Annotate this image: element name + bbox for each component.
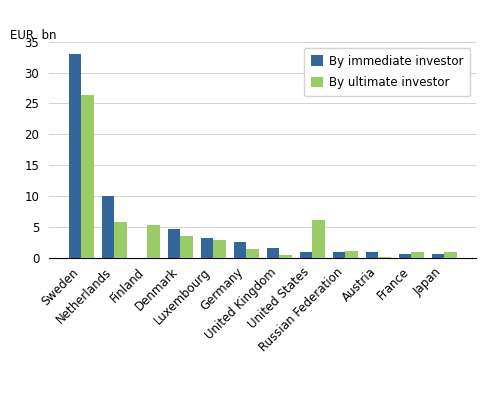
Bar	[114, 222, 127, 258]
Bar	[213, 240, 226, 258]
Bar	[201, 238, 213, 258]
Text: EUR  bn: EUR bn	[10, 29, 56, 42]
Bar	[399, 254, 411, 258]
Bar	[246, 249, 259, 258]
Bar	[147, 225, 160, 258]
Legend: By immediate investor, By ultimate investor: By immediate investor, By ultimate inves…	[304, 47, 470, 96]
Bar	[180, 236, 192, 258]
Bar	[81, 95, 94, 258]
Bar	[312, 220, 325, 258]
Bar	[69, 54, 81, 258]
Bar	[102, 196, 114, 258]
Bar	[167, 230, 180, 258]
Bar	[279, 255, 292, 258]
Bar	[444, 252, 457, 258]
Bar	[267, 248, 279, 258]
Bar	[432, 254, 444, 258]
Bar	[345, 251, 358, 258]
Bar	[300, 252, 312, 258]
Bar	[366, 253, 378, 258]
Bar	[411, 252, 424, 258]
Bar	[234, 242, 246, 258]
Bar	[333, 253, 345, 258]
